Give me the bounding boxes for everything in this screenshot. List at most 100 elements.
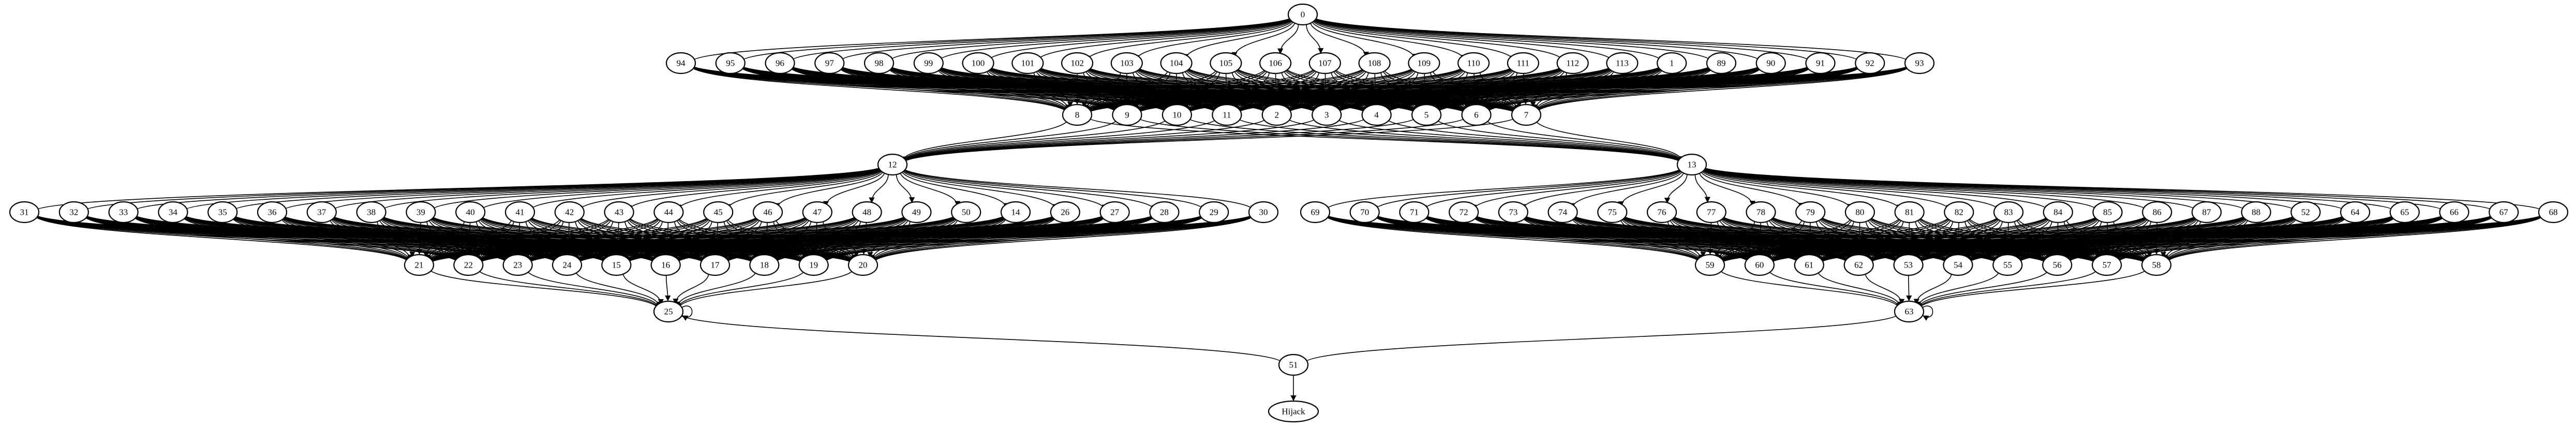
node-57-ellipse: [2092, 254, 2122, 276]
self-loop-25: [681, 305, 693, 321]
node-110-ellipse: [1457, 52, 1490, 75]
edge-9-to-12: [899, 116, 1119, 163]
edge-19-to-25: [675, 268, 806, 309]
node-22-label: 22: [464, 260, 473, 270]
node-13-label: 13: [1688, 160, 1696, 170]
edge-85-to-59: [1717, 213, 2099, 264]
node-46-label: 46: [764, 208, 772, 217]
edge-35-to-21: [230, 215, 412, 263]
node-70: 70: [1349, 201, 1380, 224]
edge-0-to-103: [1134, 17, 1295, 61]
edge-13-to-84: [1700, 166, 2051, 212]
node-20-label: 20: [859, 260, 868, 270]
node-58: 58: [2141, 254, 2172, 276]
edge-0-to-112: [1311, 16, 1566, 62]
node-86-ellipse: [2142, 201, 2172, 224]
edge-13-to-71: [1421, 166, 1684, 211]
node-105: 105: [1210, 52, 1242, 75]
edge-13-to-81: [1700, 167, 1902, 211]
edge-12-to-42: [576, 166, 885, 212]
node-19: 19: [798, 254, 829, 276]
edge-24-to-25: [574, 269, 662, 308]
node-31-ellipse: [9, 201, 40, 224]
node-45-label: 45: [714, 208, 723, 217]
node-20: 20: [847, 254, 878, 276]
node-87-ellipse: [2191, 201, 2222, 224]
node-49: 49: [901, 201, 932, 224]
edge-96-to-8: [788, 65, 1070, 114]
node-109-label: 109: [1418, 58, 1431, 68]
edge-0-to-100: [985, 16, 1295, 63]
edge-43-to-21: [426, 214, 612, 263]
node-82-label: 82: [1955, 208, 1963, 217]
node-1: 1: [1657, 52, 1687, 75]
node-45: 45: [703, 201, 734, 224]
edge-12-to-27: [900, 166, 1108, 211]
edge-20-to-25: [675, 267, 855, 310]
node-40: 40: [455, 201, 486, 224]
node-105-ellipse: [1210, 52, 1242, 75]
node-103-label: 103: [1120, 58, 1134, 68]
node-83-ellipse: [1993, 201, 2024, 224]
edge-8-to-12: [899, 117, 1069, 163]
node-2-ellipse: [1261, 104, 1292, 126]
node-25: 25: [653, 300, 684, 323]
node-103: 103: [1110, 52, 1143, 75]
node-26-ellipse: [1050, 201, 1080, 224]
edge-88-to-59: [1717, 213, 2248, 265]
edge-12-to-48: [869, 173, 889, 203]
edge-0-to-89: [1311, 16, 1714, 63]
edge-12-to-41: [527, 166, 885, 212]
node-85: 85: [2092, 201, 2123, 224]
node-48-label: 48: [862, 208, 871, 217]
node-98-label: 98: [875, 58, 884, 68]
node-35-ellipse: [207, 201, 238, 224]
edge-49-to-21: [426, 213, 909, 264]
node-23-label: 23: [513, 260, 522, 270]
node-105-label: 105: [1219, 58, 1233, 68]
node-43: 43: [604, 201, 634, 224]
node-88-ellipse: [2241, 201, 2271, 224]
edge-11-to-13: [1235, 115, 1685, 164]
node-38-label: 38: [367, 208, 376, 217]
node-17: 17: [699, 254, 731, 276]
edge-22-to-25: [476, 267, 662, 310]
node-60-ellipse: [1744, 254, 1775, 276]
edge-0-to-91: [1311, 15, 1813, 63]
edge-30-to-20: [870, 213, 1256, 264]
node-92-label: 92: [1866, 58, 1874, 68]
node-83: 83: [1993, 201, 2024, 224]
node-93-ellipse: [1904, 52, 1935, 75]
edge-12-to-39: [428, 165, 885, 212]
node-16-label: 16: [661, 260, 670, 270]
edge-87-to-59: [1717, 213, 2199, 264]
edge-4-to-12: [900, 115, 1368, 164]
node-37-ellipse: [306, 201, 337, 224]
edge-0-to-106: [1277, 23, 1299, 54]
node-112: 112: [1556, 52, 1589, 75]
edge-63-to-51: [1301, 312, 1901, 365]
edge-17-to-25: [673, 272, 709, 305]
node-108-ellipse: [1358, 52, 1391, 75]
node-76-label: 76: [1658, 208, 1666, 217]
node-42-label: 42: [565, 208, 574, 217]
edge-68-to-54: [1965, 213, 2545, 265]
node-3-label: 3: [1324, 110, 1329, 120]
node-75-ellipse: [1597, 201, 1628, 224]
node-40-label: 40: [466, 208, 475, 217]
edge-41-to-21: [425, 217, 513, 261]
node-93-label: 93: [1915, 58, 1924, 68]
node-7-label: 7: [1524, 110, 1529, 120]
node-50: 50: [951, 201, 981, 224]
edge-0-to-113: [1311, 16, 1615, 62]
edge-110-to-8: [1084, 64, 1466, 114]
node-25-ellipse: [653, 300, 684, 323]
node-25-label: 25: [664, 307, 673, 317]
edge-13-to-68: [1700, 165, 2546, 212]
edge-82-to-59: [1717, 214, 1951, 263]
node-51: 51: [1278, 353, 1309, 376]
node-69-label: 69: [1311, 208, 1320, 217]
node-95-label: 95: [726, 58, 735, 68]
node-53-label: 53: [1904, 260, 1913, 270]
node-73-ellipse: [1498, 201, 1528, 224]
